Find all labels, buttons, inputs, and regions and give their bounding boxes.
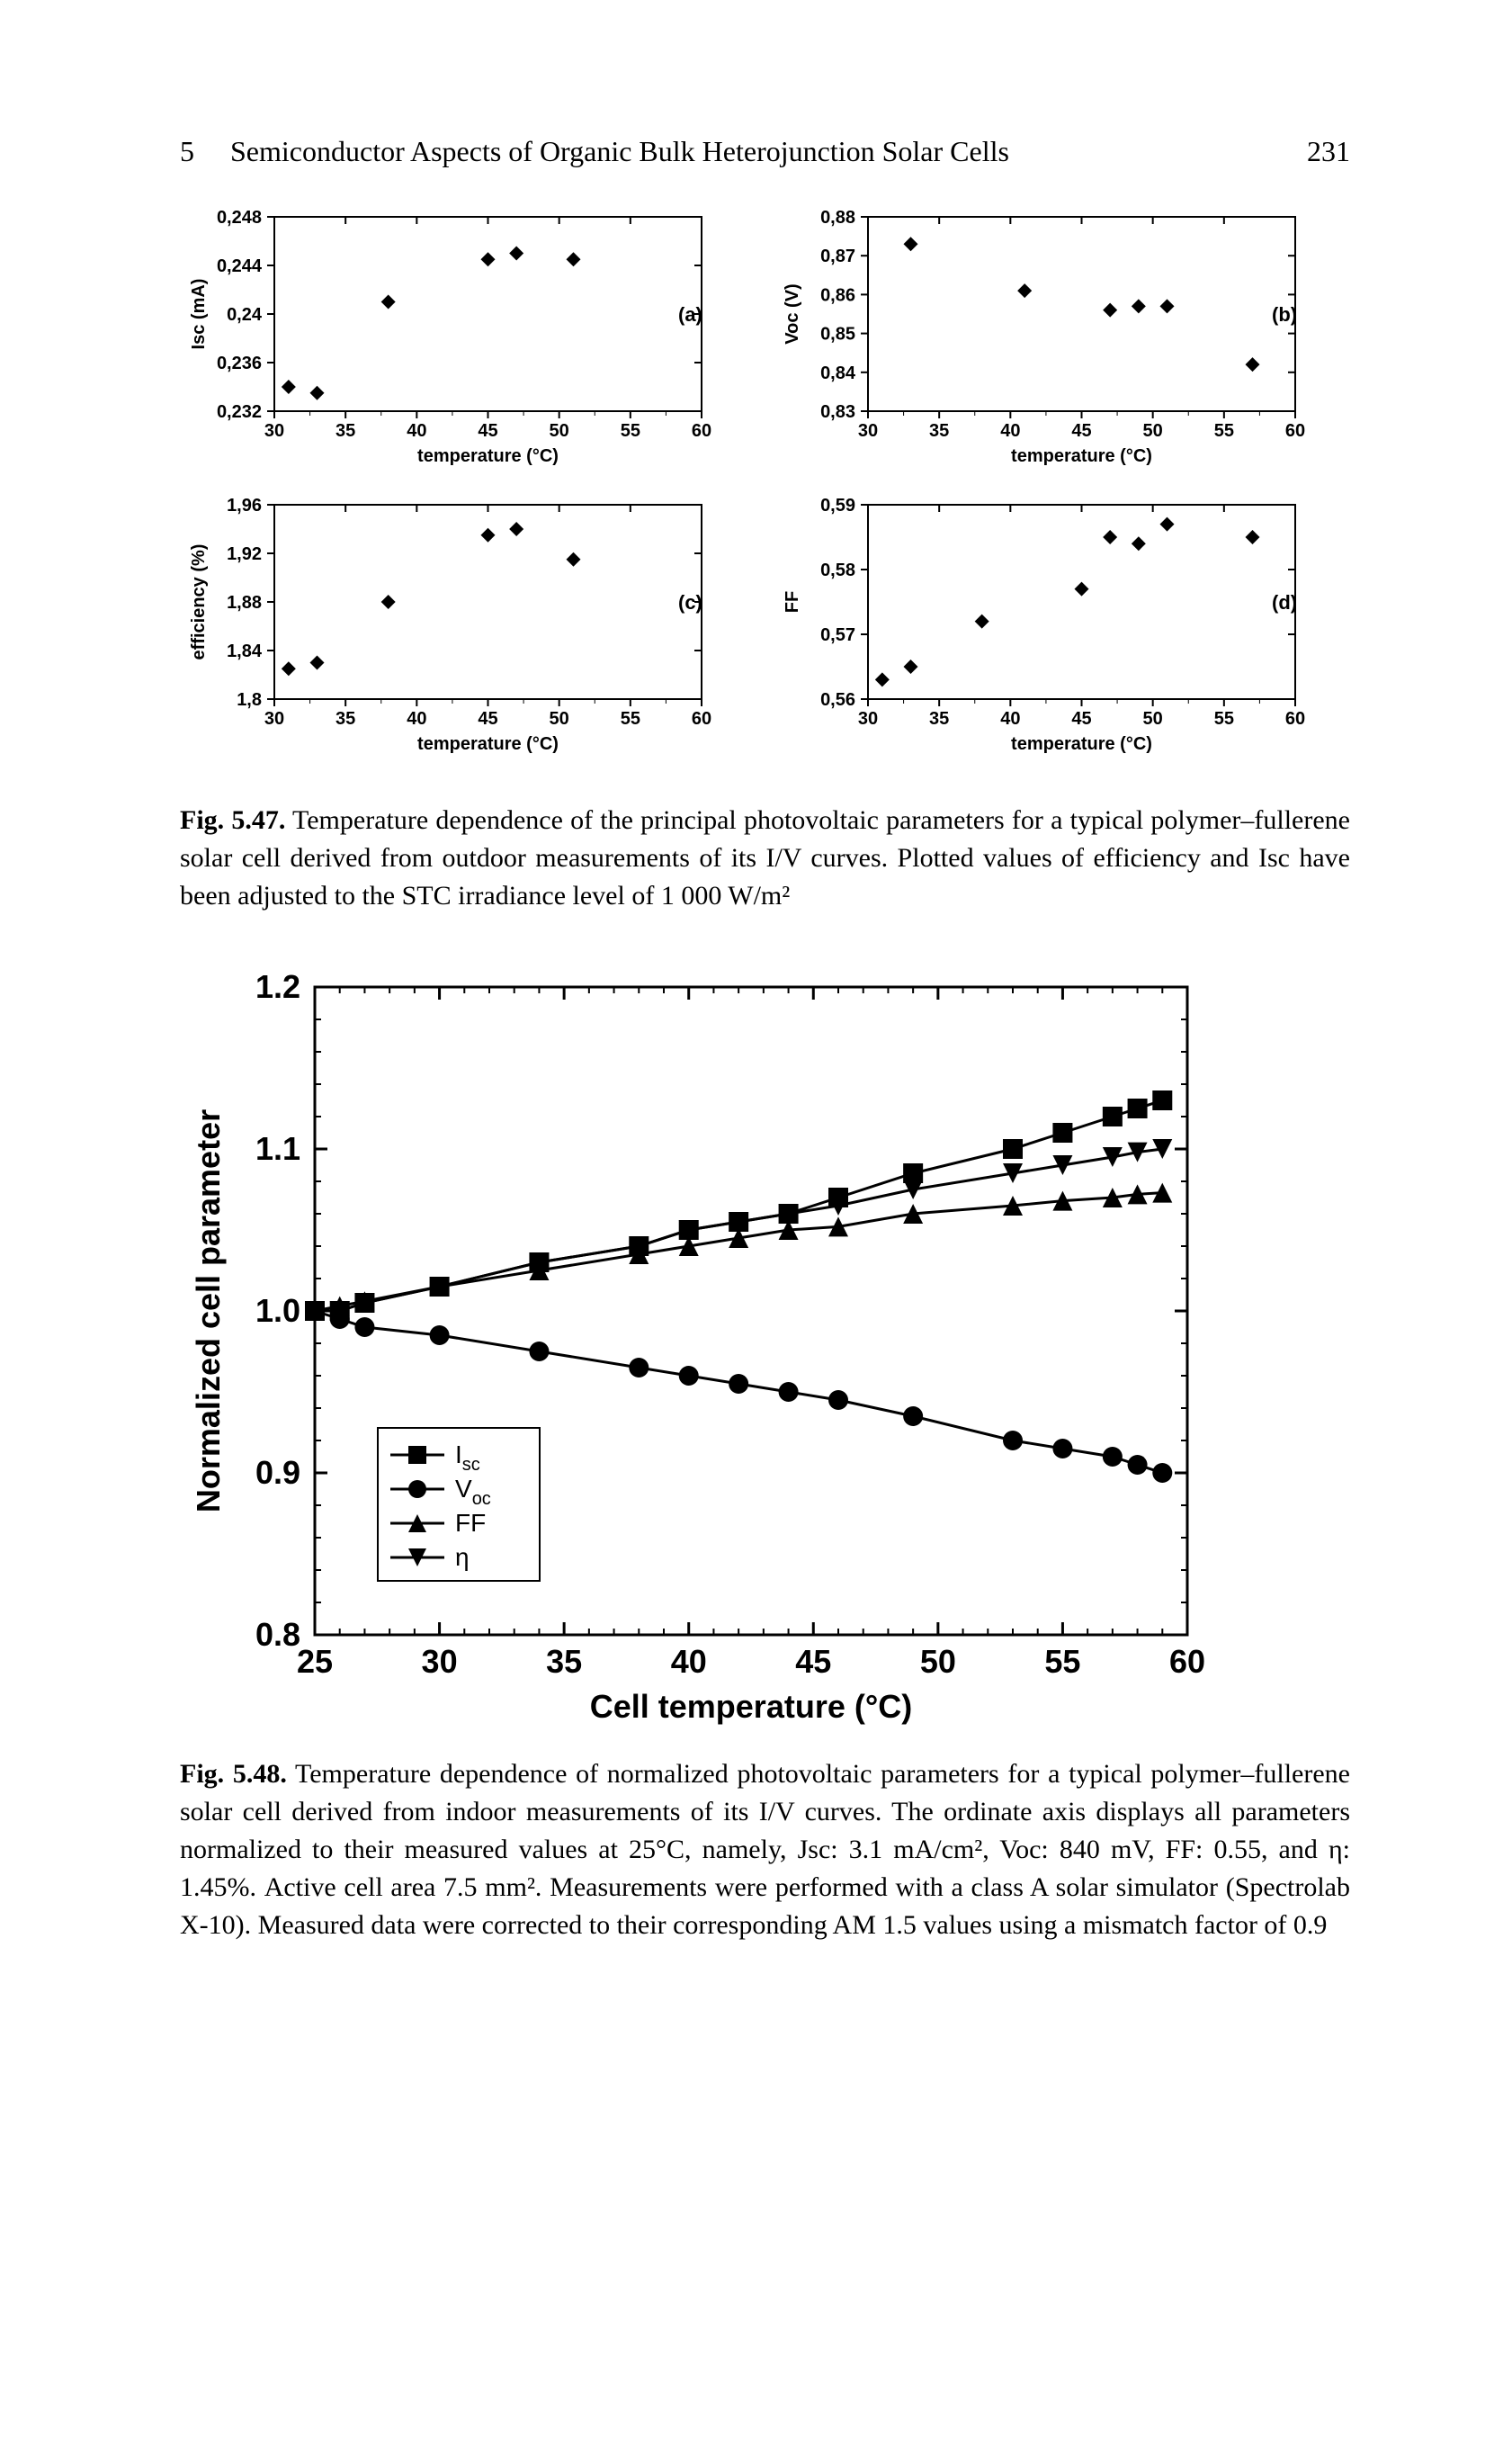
svg-text:0,232: 0,232 bbox=[217, 402, 262, 422]
svg-text:40: 40 bbox=[1000, 421, 1020, 441]
svg-text:50: 50 bbox=[550, 709, 569, 729]
svg-text:0,248: 0,248 bbox=[217, 208, 262, 228]
svg-text:50: 50 bbox=[1143, 709, 1163, 729]
svg-text:45: 45 bbox=[1071, 421, 1091, 441]
svg-text:60: 60 bbox=[1169, 1643, 1205, 1680]
svg-text:0,87: 0,87 bbox=[820, 247, 855, 266]
figure-5-48: 25 30 35 40 45 50 55 60 0.8 0.9 1.0 1.1 1.2 IscVocFF η… bbox=[180, 960, 1350, 1944]
svg-text:45: 45 bbox=[795, 1643, 831, 1680]
svg-text:0,56: 0,56 bbox=[820, 690, 855, 710]
svg-text:0,84: 0,84 bbox=[820, 363, 856, 383]
svg-text:60: 60 bbox=[1285, 709, 1305, 729]
figure-5-47-caption: Fig. 5.47. Temperature dependence of the… bbox=[180, 802, 1350, 915]
caption-label: Fig. 5.48. bbox=[180, 1759, 287, 1789]
svg-text:40: 40 bbox=[407, 421, 426, 441]
svg-text:50: 50 bbox=[920, 1643, 956, 1680]
page: 5 Semiconductor Aspects of Organic Bulk … bbox=[0, 0, 1512, 2097]
svg-text:1,8: 1,8 bbox=[237, 690, 262, 710]
caption-text: Temperature dependence of the principal … bbox=[180, 805, 1350, 911]
svg-text:0.8: 0.8 bbox=[255, 1616, 300, 1653]
svg-text:30: 30 bbox=[264, 709, 284, 729]
svg-text:0.9: 0.9 bbox=[255, 1454, 300, 1491]
svg-text:35: 35 bbox=[336, 709, 355, 729]
fig-5-48-chart: 25 30 35 40 45 50 55 60 0.8 0.9 1.0 1.1 1.2 IscVocFF η… bbox=[180, 960, 1214, 1734]
svg-text:35: 35 bbox=[336, 421, 355, 441]
chapter-title: Semiconductor Aspects of Organic Bulk He… bbox=[230, 135, 1009, 168]
svg-text:25: 25 bbox=[297, 1643, 333, 1680]
svg-text:Voc: Voc bbox=[455, 1475, 491, 1509]
svg-text:55: 55 bbox=[1214, 709, 1234, 729]
svg-text:1,84: 1,84 bbox=[227, 642, 263, 661]
svg-text:(c): (c) bbox=[678, 591, 702, 614]
svg-text:temperature (°C): temperature (°C) bbox=[417, 446, 559, 466]
svg-text:0,85: 0,85 bbox=[820, 325, 855, 345]
svg-text:(b): (b) bbox=[1272, 303, 1297, 326]
svg-text:35: 35 bbox=[546, 1643, 582, 1680]
svg-text:1.0: 1.0 bbox=[255, 1292, 300, 1329]
svg-text:0,86: 0,86 bbox=[820, 285, 855, 305]
caption-label: Fig. 5.47. bbox=[180, 805, 285, 835]
svg-text:1.2: 1.2 bbox=[255, 968, 300, 1005]
svg-text:efficiency (%): efficiency (%) bbox=[189, 544, 209, 660]
svg-text:40: 40 bbox=[407, 709, 426, 729]
svg-text:60: 60 bbox=[692, 709, 711, 729]
chapter-number: 5 bbox=[180, 135, 194, 168]
svg-text:55: 55 bbox=[621, 421, 640, 441]
svg-text:Normalized cell parameter: Normalized cell parameter bbox=[190, 1109, 227, 1512]
svg-text:35: 35 bbox=[929, 421, 949, 441]
svg-text:45: 45 bbox=[1071, 709, 1091, 729]
page-number: 231 bbox=[1307, 135, 1350, 168]
running-head: 5 Semiconductor Aspects of Organic Bulk … bbox=[180, 135, 1350, 168]
svg-text:55: 55 bbox=[621, 709, 640, 729]
svg-text:30: 30 bbox=[264, 421, 284, 441]
svg-text:Isc: Isc bbox=[455, 1440, 480, 1475]
svg-text:0,244: 0,244 bbox=[217, 256, 263, 276]
svg-text:30: 30 bbox=[858, 421, 878, 441]
svg-text:50: 50 bbox=[550, 421, 569, 441]
svg-text:0,88: 0,88 bbox=[820, 208, 855, 228]
caption-text: Temperature dependence of normalized pho… bbox=[180, 1759, 1350, 1940]
svg-text:0,24: 0,24 bbox=[227, 305, 263, 325]
figure-5-47: 30 35 40 45 50 55 60 0,232 0,236 0,24 0,244 0,248 (a… bbox=[180, 204, 1350, 915]
svg-text:30: 30 bbox=[858, 709, 878, 729]
svg-text:45: 45 bbox=[478, 421, 497, 441]
figure-5-48-caption: Fig. 5.48. Temperature dependence of nor… bbox=[180, 1755, 1350, 1944]
svg-text:50: 50 bbox=[1143, 421, 1163, 441]
svg-text:40: 40 bbox=[1000, 709, 1020, 729]
svg-text:1,92: 1,92 bbox=[227, 544, 262, 564]
svg-text:60: 60 bbox=[1285, 421, 1305, 441]
svg-text:Cell temperature (°C): Cell temperature (°C) bbox=[590, 1688, 912, 1725]
svg-text:55: 55 bbox=[1044, 1643, 1080, 1680]
svg-text:1.1: 1.1 bbox=[255, 1130, 300, 1167]
svg-text:1,88: 1,88 bbox=[227, 593, 262, 613]
svg-text:1,96: 1,96 bbox=[227, 496, 262, 516]
svg-text:30: 30 bbox=[422, 1643, 458, 1680]
svg-text:0,57: 0,57 bbox=[820, 625, 855, 645]
svg-text:temperature (°C): temperature (°C) bbox=[1011, 446, 1152, 466]
svg-text:40: 40 bbox=[671, 1643, 707, 1680]
fig-5-47-chart-grid: 30 35 40 45 50 55 60 0,232 0,236 0,24 0,244 0,248 (a… bbox=[180, 204, 1349, 780]
svg-text:60: 60 bbox=[692, 421, 711, 441]
svg-text:0,236: 0,236 bbox=[217, 354, 262, 373]
svg-text:55: 55 bbox=[1214, 421, 1234, 441]
svg-text:Isc (mA): Isc (mA) bbox=[189, 279, 209, 350]
svg-text:Voc (V): Voc (V) bbox=[783, 283, 802, 344]
svg-text:(d): (d) bbox=[1272, 591, 1297, 614]
svg-text:temperature (°C): temperature (°C) bbox=[417, 734, 559, 754]
svg-text:temperature (°C): temperature (°C) bbox=[1011, 734, 1152, 754]
svg-text:0,83: 0,83 bbox=[820, 402, 855, 422]
svg-text:45: 45 bbox=[478, 709, 497, 729]
svg-text:35: 35 bbox=[929, 709, 949, 729]
svg-text:0,58: 0,58 bbox=[820, 561, 855, 580]
svg-text:0,59: 0,59 bbox=[820, 496, 855, 516]
svg-text:FF: FF bbox=[783, 591, 802, 613]
svg-text:η: η bbox=[455, 1543, 470, 1571]
svg-text:(a): (a) bbox=[678, 303, 702, 326]
svg-text:FF: FF bbox=[455, 1509, 486, 1537]
